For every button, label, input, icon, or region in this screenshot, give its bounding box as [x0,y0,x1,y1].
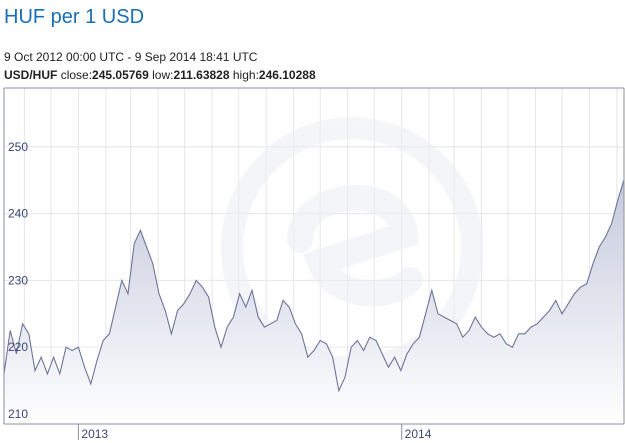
y-tick-label: 240 [8,207,28,221]
low-value: 211.63828 [173,68,230,82]
low-label: low: [152,68,174,82]
series-line [3,179,625,393]
price-stats: USD/HUF close:245.05769 low:211.63828 hi… [4,68,316,82]
pair-label: USD/HUF [4,68,58,82]
y-tick-label: 220 [8,340,28,354]
y-tick-label: 230 [8,273,28,287]
x-tick-label: 2014 [405,427,432,441]
x-axis-ticks: 2013 2014 [77,424,432,441]
y-tick-label: 250 [8,140,28,154]
y-axis-ticks: 210 220 230 240 250 [8,140,28,421]
date-range: 9 Oct 2012 00:00 UTC - 9 Sep 2014 18:41 … [4,50,258,64]
close-value: 245.05769 [92,68,149,82]
axes [3,87,625,425]
x-tick-label: 2013 [81,427,108,441]
y-tick-label: 210 [8,407,28,421]
area-fill [4,179,624,424]
high-label: high: [232,68,259,82]
chart-title: HUF per 1 USD [4,6,145,28]
close-label: close: [60,68,93,82]
high-value: 246.10288 [258,68,316,82]
